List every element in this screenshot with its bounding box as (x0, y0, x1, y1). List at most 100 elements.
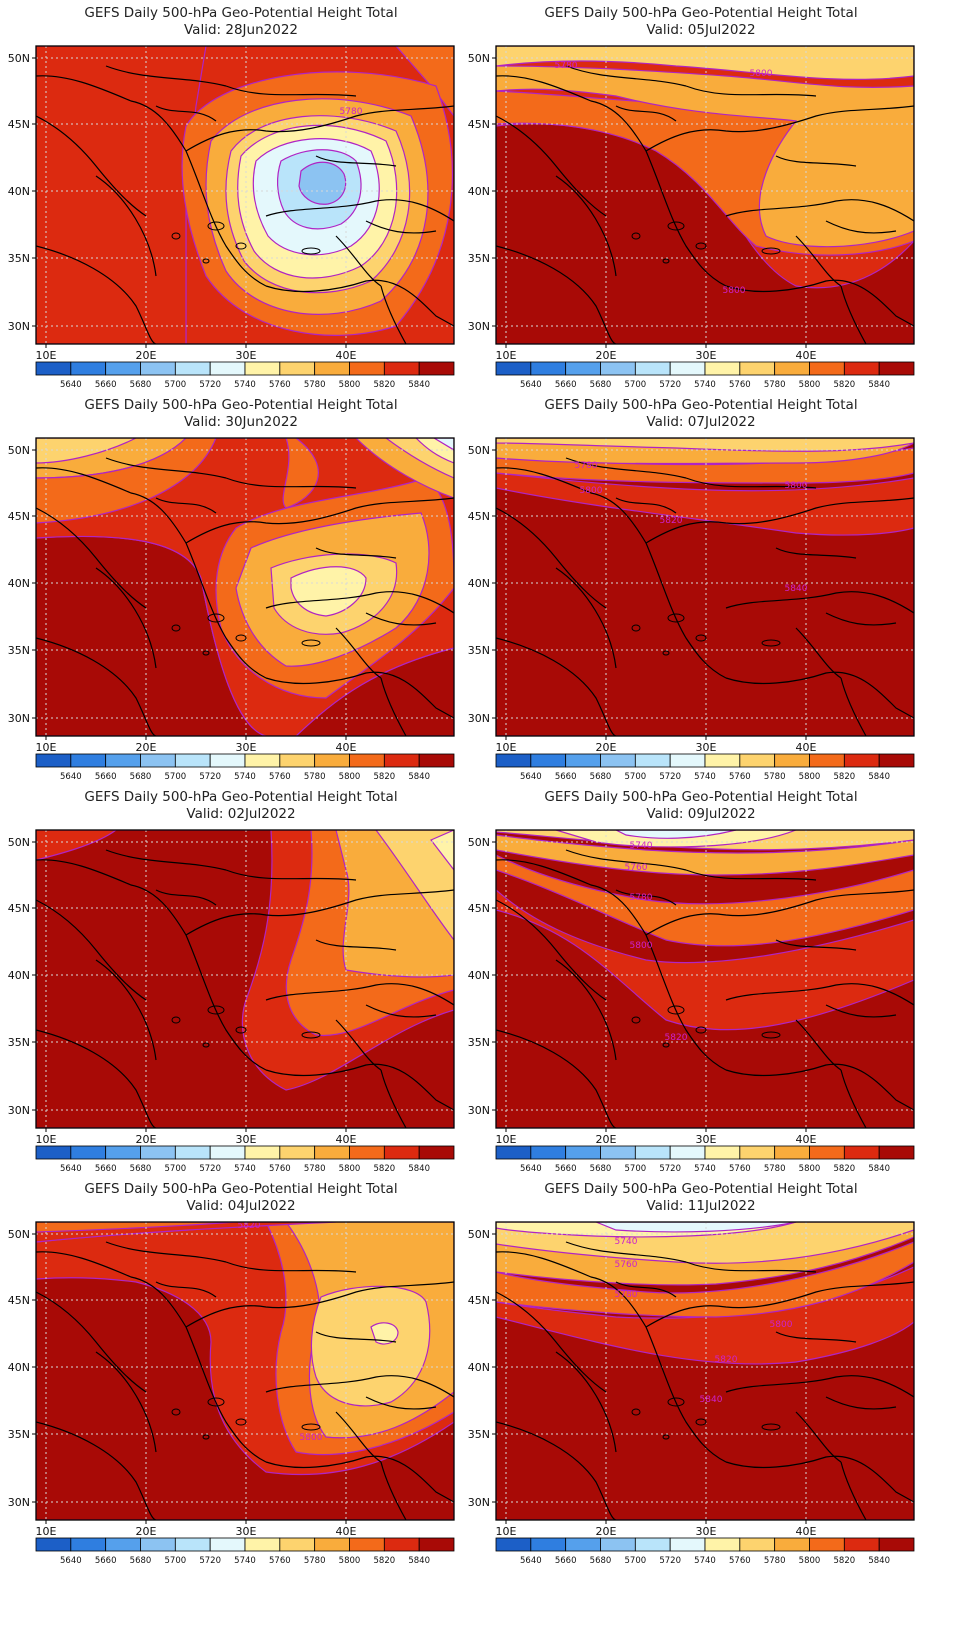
colorbar-label: 5800 (799, 1164, 821, 1174)
lon-tick-label: 20E (596, 1525, 617, 1538)
coastline (185, 497, 454, 544)
lon-tick-label: 20E (596, 349, 617, 362)
colorbar-swatch (314, 361, 350, 376)
colorbar-swatch (739, 361, 776, 376)
colorbar-swatch (774, 753, 810, 768)
colorbar-swatch (600, 753, 636, 768)
colorbar-label: 5780 (304, 380, 326, 390)
colorbar: 5640 5660 5680 5700 5720 5740 5760 5780 5800 5820… (35, 1537, 455, 1566)
colorbar-swatch (634, 1145, 671, 1160)
height-map: 5740 5760 5780 5800 5820 5840 10E 20E 30E 40E 50N 4… (468, 1221, 915, 1566)
contour-fill (430, 830, 454, 871)
lon-tick-label: 20E (136, 1133, 157, 1146)
colorbar-swatch (495, 1145, 532, 1160)
coastline (496, 859, 727, 1071)
colorbar-swatch (495, 753, 532, 768)
colorbar-label: 5760 (269, 1164, 291, 1174)
contour-fill (370, 1322, 399, 1345)
island (667, 1005, 685, 1015)
coastline (645, 1281, 914, 1328)
lon-tick-label: 40E (796, 741, 817, 754)
colorbar-swatch (314, 753, 350, 768)
colorbar-label: 5740 (694, 1556, 716, 1566)
coastline (225, 85, 357, 97)
lon-tick-label: 40E (796, 1525, 817, 1538)
colorbar-swatch (209, 753, 246, 768)
coastline (565, 457, 687, 479)
lat-tick-label: 45N (468, 902, 490, 915)
panel-title: GEFS Daily 500-hPa Geo-Potential Height … (84, 1181, 398, 1197)
coastline (335, 235, 382, 287)
lon-tick-label: 10E (496, 1525, 517, 1538)
colorbar-label: 5740 (694, 772, 716, 782)
coastline (795, 1411, 842, 1463)
colorbar-swatch (739, 1145, 776, 1160)
coastline (315, 155, 397, 167)
lon-tick-label: 30E (696, 1525, 717, 1538)
contour-fill (36, 1222, 237, 1233)
lat-tick-label: 40N (468, 969, 490, 982)
colorbar-label: 5640 (520, 1556, 542, 1566)
colorbar-label: 5840 (408, 380, 430, 390)
island (202, 1434, 210, 1440)
colorbar-label: 5800 (799, 772, 821, 782)
colorbar-swatch (809, 1145, 845, 1160)
coastline (36, 859, 267, 1071)
colorbar-swatch (314, 1537, 350, 1552)
coastline (725, 1063, 914, 1111)
colorbar: 5640 5660 5680 5700 5720 5740 5760 5780 5800 5820… (495, 361, 915, 390)
lat-tick-label: 35N (8, 252, 30, 265)
colorbar-swatch (383, 361, 420, 376)
island (631, 624, 641, 632)
colorbar-label: 5700 (625, 1164, 647, 1174)
colorbar-swatch (843, 753, 880, 768)
colorbar-label: 5640 (60, 1556, 82, 1566)
coastline (36, 75, 267, 287)
colorbar-swatch (878, 753, 915, 768)
forecast-panel: GEFS Daily 500-hPa Geo-Potential Height … (460, 0, 942, 410)
lat-tick-label: 45N (468, 118, 490, 131)
panel-title: GEFS Daily 500-hPa Geo-Potential Height … (84, 789, 398, 805)
island (662, 650, 670, 656)
colorbar-label: 5700 (625, 772, 647, 782)
lat-tick-label: 40N (468, 185, 490, 198)
colorbar-label: 5800 (799, 380, 821, 390)
coastline (265, 983, 454, 1006)
island (202, 258, 210, 264)
island (301, 639, 321, 647)
coastline (95, 567, 157, 669)
coastline (380, 677, 407, 736)
colorbar-label: 5680 (590, 1164, 612, 1174)
colorbar-swatch (383, 753, 420, 768)
lon-tick-label: 40E (796, 1133, 817, 1146)
lat-tick-label: 35N (8, 1428, 30, 1441)
colorbar-swatch (669, 361, 706, 376)
contour-fill (496, 447, 914, 484)
lon-tick-label: 20E (596, 741, 617, 754)
map-frame (495, 437, 915, 737)
lat-tick-label: 50N (8, 444, 30, 457)
colorbar-label: 5780 (764, 772, 786, 782)
coastline (365, 1396, 437, 1410)
coastline (725, 199, 914, 222)
coastline (775, 155, 857, 167)
colorbar-label: 5740 (234, 772, 256, 782)
coastline (825, 612, 897, 626)
coastline (225, 1261, 357, 1273)
coastline (775, 939, 857, 951)
contour-label: 5760 (625, 863, 648, 873)
colorbar-label: 5840 (408, 772, 430, 782)
coastline (315, 547, 397, 559)
lon-tick-label: 10E (36, 1133, 57, 1146)
colorbar-label: 5820 (834, 380, 856, 390)
colorbar: 5640 5660 5680 5700 5720 5740 5760 5780 5800 5820… (495, 1537, 915, 1566)
colorbar-label: 5640 (520, 772, 542, 782)
coastline (795, 235, 842, 287)
colorbar-swatch (809, 361, 845, 376)
lon-tick-label: 40E (796, 349, 817, 362)
contour-fill (298, 161, 347, 205)
coastline (565, 65, 687, 87)
colorbar-swatch (349, 361, 385, 376)
